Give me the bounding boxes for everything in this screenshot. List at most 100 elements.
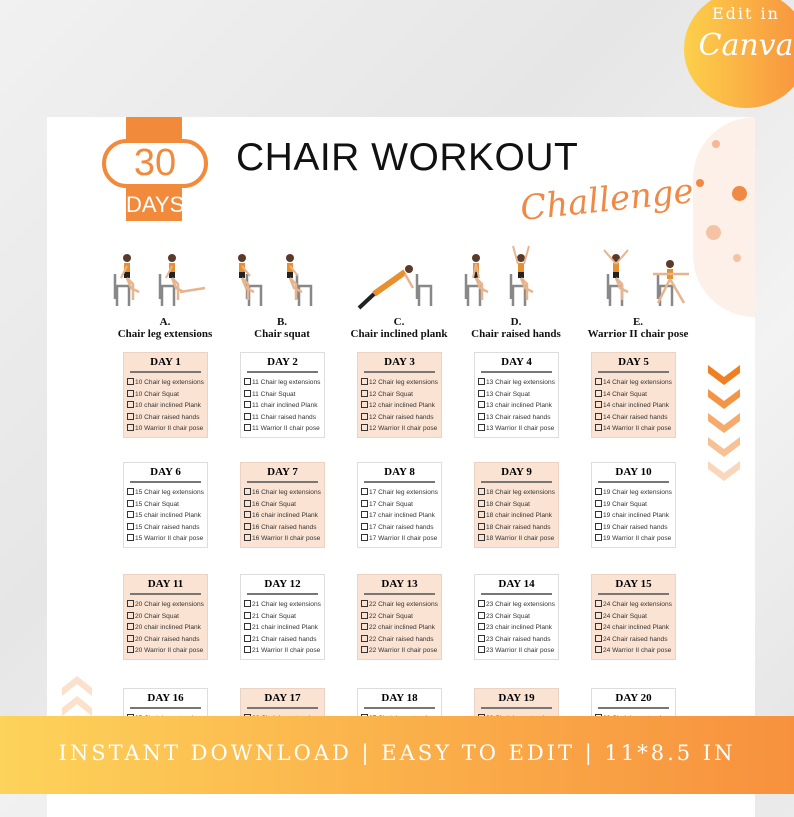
checklist-item[interactable]: 24 Chair leg extensions bbox=[592, 599, 675, 611]
checklist-item[interactable]: 17 Chair leg extensions bbox=[358, 487, 441, 499]
page-title: CHAIR WORKOUT bbox=[236, 136, 579, 179]
checklist-item[interactable]: 18 chair inclined Plank bbox=[475, 510, 558, 522]
checklist-item[interactable]: 10 Warrior II chair pose bbox=[124, 423, 207, 435]
checklist-item[interactable]: 21 Chair leg extensions bbox=[241, 599, 324, 611]
exercise-illustration bbox=[603, 249, 689, 306]
checklist-item[interactable]: 11 Chair raised hands bbox=[241, 412, 324, 424]
checklist-item[interactable]: 20 Warrior II chair pose bbox=[124, 645, 207, 657]
checklist-item[interactable]: 10 Chair raised hands bbox=[124, 412, 207, 424]
checklist-item[interactable]: 13 Chair leg extensions bbox=[475, 377, 558, 389]
exercise-letter: C. bbox=[393, 316, 405, 328]
checklist-item[interactable]: 14 chair inclined Plank bbox=[592, 400, 675, 412]
exercise-letter: B. bbox=[276, 316, 288, 328]
divider bbox=[598, 707, 669, 709]
day-label: DAY 5 bbox=[618, 356, 649, 368]
checklist-item[interactable]: 19 chair inclined Plank bbox=[592, 510, 675, 522]
checklist-item[interactable]: 18 Chair leg extensions bbox=[475, 487, 558, 499]
checklist-item[interactable]: 17 chair inclined Plank bbox=[358, 510, 441, 522]
checklist-item[interactable]: 23 Chair leg extensions bbox=[475, 599, 558, 611]
exercise-name: Chair inclined plank bbox=[350, 328, 448, 340]
checklist-item[interactable]: 19 Chair Squat bbox=[592, 499, 675, 511]
checklist-item[interactable]: 12 chair inclined Plank bbox=[358, 400, 441, 412]
divider bbox=[481, 707, 552, 709]
checklist-item[interactable]: 11 chair inclined Plank bbox=[241, 400, 324, 412]
checklist-item[interactable]: 10 Chair leg extensions bbox=[124, 377, 207, 389]
checklist-item[interactable]: 16 chair inclined Plank bbox=[241, 510, 324, 522]
chevron-down-icon bbox=[708, 389, 740, 409]
checklist-item[interactable]: 16 Chair raised hands bbox=[241, 522, 324, 534]
checklist-item[interactable]: 18 Chair raised hands bbox=[475, 522, 558, 534]
checklist-item[interactable]: 14 Chair Squat bbox=[592, 389, 675, 401]
checklist-item[interactable]: 22 chair inclined Plank bbox=[358, 622, 441, 634]
checklist-item[interactable]: 11 Warrior II chair pose bbox=[241, 423, 324, 435]
checklist-item[interactable]: 22 Warrior II chair pose bbox=[358, 645, 441, 657]
checklist-item[interactable]: 18 Chair Squat bbox=[475, 499, 558, 511]
badge-top-tab bbox=[126, 117, 182, 141]
checklist-item[interactable]: 24 Chair Squat bbox=[592, 611, 675, 623]
checklist-item[interactable]: 21 Chair Squat bbox=[241, 611, 324, 623]
checklist-item[interactable]: 16 Chair leg extensions bbox=[241, 487, 324, 499]
checklist-item[interactable]: 24 Warrior II chair pose bbox=[592, 645, 675, 657]
day-card: DAY 5 14 Chair leg extensions 14 Chair Squ… bbox=[591, 352, 676, 438]
checklist-item[interactable]: 16 Warrior II chair pose bbox=[241, 533, 324, 545]
checklist-item[interactable]: 13 chair inclined Plank bbox=[475, 400, 558, 412]
checklist-item[interactable]: 12 Warrior II chair pose bbox=[358, 423, 441, 435]
checklist-item[interactable]: 14 Chair raised hands bbox=[592, 412, 675, 424]
checklist-item[interactable]: 24 Chair raised hands bbox=[592, 634, 675, 646]
checklist-item[interactable]: 15 Chair leg extensions bbox=[124, 487, 207, 499]
exercise-c: C. Chair inclined plank bbox=[339, 244, 459, 340]
checklist-item[interactable]: 17 Warrior II chair pose bbox=[358, 533, 441, 545]
checklist-item[interactable]: 15 Chair raised hands bbox=[124, 522, 207, 534]
checklist-item[interactable]: 10 Chair Squat bbox=[124, 389, 207, 401]
checklist-item[interactable]: 22 Chair Squat bbox=[358, 611, 441, 623]
checklist-item[interactable]: 22 Chair leg extensions bbox=[358, 599, 441, 611]
checklist-item[interactable]: 11 Chair leg extensions bbox=[241, 377, 324, 389]
checklist-item[interactable]: 21 Warrior II chair pose bbox=[241, 645, 324, 657]
checklist-item[interactable]: 20 Chair Squat bbox=[124, 611, 207, 623]
checklist-item[interactable]: 20 Chair raised hands bbox=[124, 634, 207, 646]
checklist-item[interactable]: 23 chair inclined Plank bbox=[475, 622, 558, 634]
checklist-item[interactable]: 18 Warrior II chair pose bbox=[475, 533, 558, 545]
checklist-item[interactable]: 23 Chair raised hands bbox=[475, 634, 558, 646]
divider bbox=[481, 481, 552, 483]
checklist-item[interactable]: 19 Chair raised hands bbox=[592, 522, 675, 534]
checklist-item[interactable]: 23 Chair Squat bbox=[475, 611, 558, 623]
checklist-item[interactable]: 17 Chair raised hands bbox=[358, 522, 441, 534]
checklist-item[interactable]: 12 Chair Squat bbox=[358, 389, 441, 401]
checklist-item[interactable]: 21 chair inclined Plank bbox=[241, 622, 324, 634]
day-label: DAY 3 bbox=[384, 356, 415, 368]
checklist-item[interactable]: 19 Warrior II chair pose bbox=[592, 533, 675, 545]
divider bbox=[364, 707, 435, 709]
checklist-item[interactable]: 22 Chair raised hands bbox=[358, 634, 441, 646]
checklist-item[interactable]: 15 Warrior II chair pose bbox=[124, 533, 207, 545]
day-card: DAY 13 22 Chair leg extensions 22 Chair Sq… bbox=[357, 574, 442, 660]
checklist-item[interactable]: 21 Chair raised hands bbox=[241, 634, 324, 646]
day-label: DAY 16 bbox=[147, 692, 184, 704]
divider bbox=[364, 593, 435, 595]
checklist-item[interactable]: 13 Chair raised hands bbox=[475, 412, 558, 424]
chevron-up-icon bbox=[62, 676, 92, 696]
day-label: DAY 20 bbox=[615, 692, 652, 704]
checklist-item[interactable]: 19 Chair leg extensions bbox=[592, 487, 675, 499]
checklist-item[interactable]: 23 Warrior II chair pose bbox=[475, 645, 558, 657]
checklist-item[interactable]: 15 Chair Squat bbox=[124, 499, 207, 511]
day-label: DAY 11 bbox=[147, 578, 184, 590]
checklist-item[interactable]: 13 Chair Squat bbox=[475, 389, 558, 401]
checklist-item[interactable]: 13 Warrior II chair pose bbox=[475, 423, 558, 435]
checklist-item[interactable]: 10 chair inclined Plank bbox=[124, 400, 207, 412]
checklist-item[interactable]: 15 chair inclined Plank bbox=[124, 510, 207, 522]
checklist-item[interactable]: 12 Chair leg extensions bbox=[358, 377, 441, 389]
checklist-item[interactable]: 14 Chair leg extensions bbox=[592, 377, 675, 389]
checklist-item[interactable]: 11 Chair Squat bbox=[241, 389, 324, 401]
checklist-item[interactable]: 12 Chair raised hands bbox=[358, 412, 441, 424]
decor-dot bbox=[732, 186, 747, 201]
exercise-name: Chair raised hands bbox=[471, 328, 561, 340]
checklist-item[interactable]: 14 Warrior II chair pose bbox=[592, 423, 675, 435]
checklist-item[interactable]: 16 Chair Squat bbox=[241, 499, 324, 511]
day-card: DAY 4 13 Chair leg extensions 13 Chair Squ… bbox=[474, 352, 559, 438]
checklist-item[interactable]: 20 Chair leg extensions bbox=[124, 599, 207, 611]
checklist-item[interactable]: 24 chair inclined Plank bbox=[592, 622, 675, 634]
checklist-item[interactable]: 20 chair inclined Plank bbox=[124, 622, 207, 634]
checklist-item[interactable]: 17 Chair Squat bbox=[358, 499, 441, 511]
day-card: DAY 11 20 Chair leg extensions 20 Chair Sq… bbox=[123, 574, 208, 660]
